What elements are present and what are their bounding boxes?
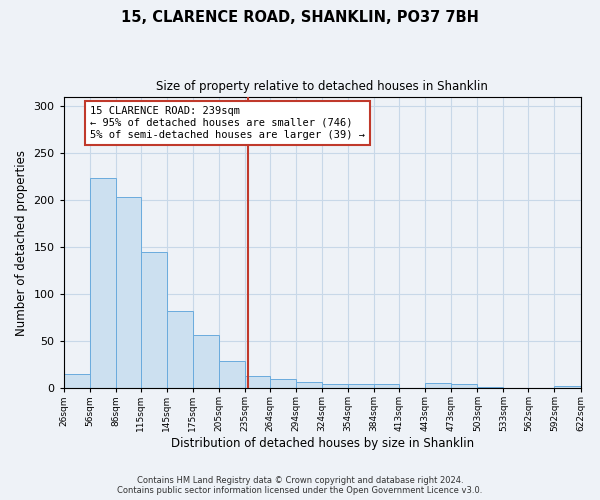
Bar xyxy=(478,387,503,388)
X-axis label: Distribution of detached houses by size in Shanklin: Distribution of detached houses by size … xyxy=(170,437,473,450)
Bar xyxy=(167,311,193,388)
Bar xyxy=(270,378,296,388)
Bar xyxy=(64,374,90,388)
Bar xyxy=(451,384,478,388)
Bar xyxy=(348,384,374,388)
Title: Size of property relative to detached houses in Shanklin: Size of property relative to detached ho… xyxy=(156,80,488,93)
Text: Contains HM Land Registry data © Crown copyright and database right 2024.
Contai: Contains HM Land Registry data © Crown c… xyxy=(118,476,482,495)
Bar xyxy=(116,198,141,388)
Bar xyxy=(374,384,399,388)
Bar xyxy=(90,178,116,388)
Bar xyxy=(425,384,451,388)
Bar xyxy=(296,382,322,388)
Bar xyxy=(193,334,219,388)
Y-axis label: Number of detached properties: Number of detached properties xyxy=(15,150,28,336)
Bar xyxy=(141,252,167,388)
Bar xyxy=(322,384,348,388)
Text: 15, CLARENCE ROAD, SHANKLIN, PO37 7BH: 15, CLARENCE ROAD, SHANKLIN, PO37 7BH xyxy=(121,10,479,25)
Bar xyxy=(219,361,245,388)
Bar xyxy=(554,386,581,388)
Text: 15 CLARENCE ROAD: 239sqm
← 95% of detached houses are smaller (746)
5% of semi-d: 15 CLARENCE ROAD: 239sqm ← 95% of detach… xyxy=(90,106,365,140)
Bar xyxy=(245,376,270,388)
